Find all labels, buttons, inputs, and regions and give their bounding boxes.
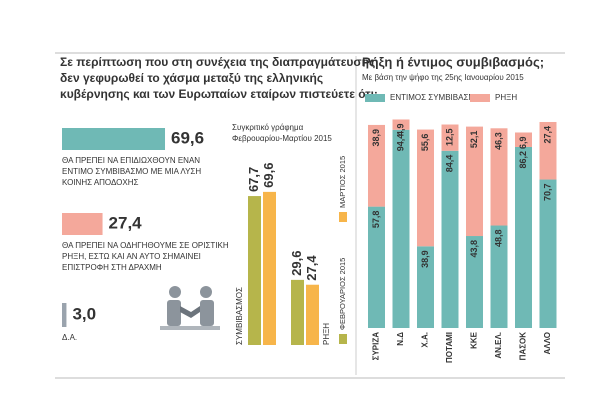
legend-swatch <box>339 212 347 222</box>
x-tick-label: Ν.Δ <box>396 332 405 346</box>
value-label: 57,8 <box>371 211 381 229</box>
bar-segment <box>515 146 532 328</box>
x-tick-label: ΡΗΞΗ <box>322 323 331 345</box>
value-label: 38,9 <box>371 129 381 147</box>
category-label: ΕΠΙΣΤΡΟΦΗ ΣΤΗ ΔΡΑΧΜΗ <box>62 263 162 272</box>
bar-segment <box>368 206 385 328</box>
bar <box>62 128 166 150</box>
chart-title: Συγκριτικό γράφημα <box>232 123 304 132</box>
x-tick-label: ΑΝ.ΕΛ. <box>494 332 503 359</box>
value-label: 27,4 <box>109 213 143 232</box>
value-label: 52,1 <box>469 131 479 149</box>
value-label: 3,0 <box>72 304 96 323</box>
bar-segment <box>417 246 434 328</box>
legend-swatch <box>470 94 490 102</box>
bar <box>62 213 103 235</box>
bar-segment <box>392 129 410 328</box>
x-tick-label: ΠΑΣΟΚ <box>519 332 528 361</box>
value-label: 86,2 <box>518 151 528 169</box>
category-label: ΡΗΞΗ, ΕΣΤΩ ΚΑΙ ΑΝ ΑΥΤΟ ΣΗΜΑΙΝΕΙ <box>62 252 201 261</box>
value-label: 12,5 <box>444 129 454 147</box>
category-label: ΘΑ ΠΡΕΠΕΙ ΝΑ ΟΔΗΓΗΘΟΥΜΕ ΣΕ ΟΡΙΣΤΙΚΗ <box>62 241 229 250</box>
bar-segment <box>539 121 557 180</box>
value-label: 46,3 <box>493 132 503 150</box>
x-tick-label: ΑΛΛΟ <box>543 332 552 354</box>
legend-swatch <box>365 94 385 102</box>
value-label: 70,7 <box>542 184 552 202</box>
bar-segment <box>490 225 508 328</box>
bar-segment <box>392 119 410 130</box>
chart-title: Φεβρουαρίου-Μαρτίου 2015 <box>232 134 332 143</box>
chart-title: Σε περίπτωση που στη συνέχεια της διαπρα… <box>60 55 375 69</box>
bar-segment <box>490 128 508 226</box>
value-label: 69,6 <box>261 163 276 188</box>
handshake-icon <box>160 286 220 330</box>
legend-swatch <box>339 334 347 344</box>
value-label: 43,8 <box>469 240 479 258</box>
x-tick-label: ΠΟΤΑΜΙ <box>445 332 454 363</box>
bar <box>306 284 319 345</box>
value-label: 4,9 <box>395 123 405 136</box>
bar-segment <box>466 126 483 237</box>
category-label: ΘΑ ΠΡΕΠΕΙ ΝΑ ΕΠΙΔΙΩΧΘΟΥΝ ΕΝΑΝ <box>62 156 200 165</box>
category-label: ΕΝΤΙΜΟ ΣΥΜΒΙΒΑΣΜΟ ΜΕ ΜΙΑ ΛΥΣΗ <box>62 167 201 176</box>
bar-segment <box>368 124 385 207</box>
value-label: 6,9 <box>518 136 528 149</box>
category-label: ΚΟΙΝΗΣ ΑΠΟΔΟΧΗΣ <box>62 178 138 187</box>
bar-segment <box>441 150 459 328</box>
value-label: 38,9 <box>420 250 430 268</box>
value-label: 94,4 <box>395 134 405 152</box>
bar <box>263 191 276 345</box>
bar-segment <box>466 236 483 328</box>
value-label: 55,6 <box>420 134 430 152</box>
x-tick-label: ΣΥΡΙΖΑ <box>372 332 381 361</box>
value-label: 27,4 <box>304 255 319 281</box>
legend-label: ΕΝΤΙΜΟΣ ΣΥΜΒΙΒΑΣΜΟΣ <box>390 93 486 102</box>
value-label: 69,6 <box>171 128 204 147</box>
value-label: 29,6 <box>289 251 304 276</box>
value-label: 84,4 <box>444 155 454 173</box>
value-label: 27,4 <box>542 126 552 144</box>
bar-segment <box>441 124 459 151</box>
value-label: 67,7 <box>246 167 261 192</box>
category-label: Δ.Α. <box>62 333 77 342</box>
chart-title: κυβέρνησης και των Ευρωπαίων εταίρων πισ… <box>60 87 378 101</box>
legend-label: ΡΗΞΗ <box>495 93 517 102</box>
bar-segment <box>417 129 434 247</box>
chart-title: δεν γεφυρωθεί το χάσμα μεταξύ της ελληνι… <box>60 71 323 85</box>
bar <box>62 303 67 327</box>
legend-label: ΦΕΒΡΟΥΑΡΙΟΣ 2015 <box>338 258 347 330</box>
chart-title: Ρήξη ή έντιμος συμβιβασμός; <box>362 54 544 69</box>
x-tick-label: ΚΚΕ <box>470 331 479 349</box>
bar <box>248 196 261 345</box>
legend-label: ΜΑΡΤΙΟΣ 2015 <box>338 156 347 208</box>
x-tick-label: ΣΥΜΒΙΒΑΣΜΟΣ <box>235 287 244 345</box>
chart-subtitle: Με βάση την ψήφο της 25ης Ιανουαρίου 201… <box>362 73 524 82</box>
value-label: 48,8 <box>493 230 503 248</box>
bar-segment <box>515 132 532 147</box>
bar <box>291 279 304 345</box>
x-tick-label: Χ.Α. <box>421 332 430 348</box>
bar-segment <box>539 179 557 328</box>
